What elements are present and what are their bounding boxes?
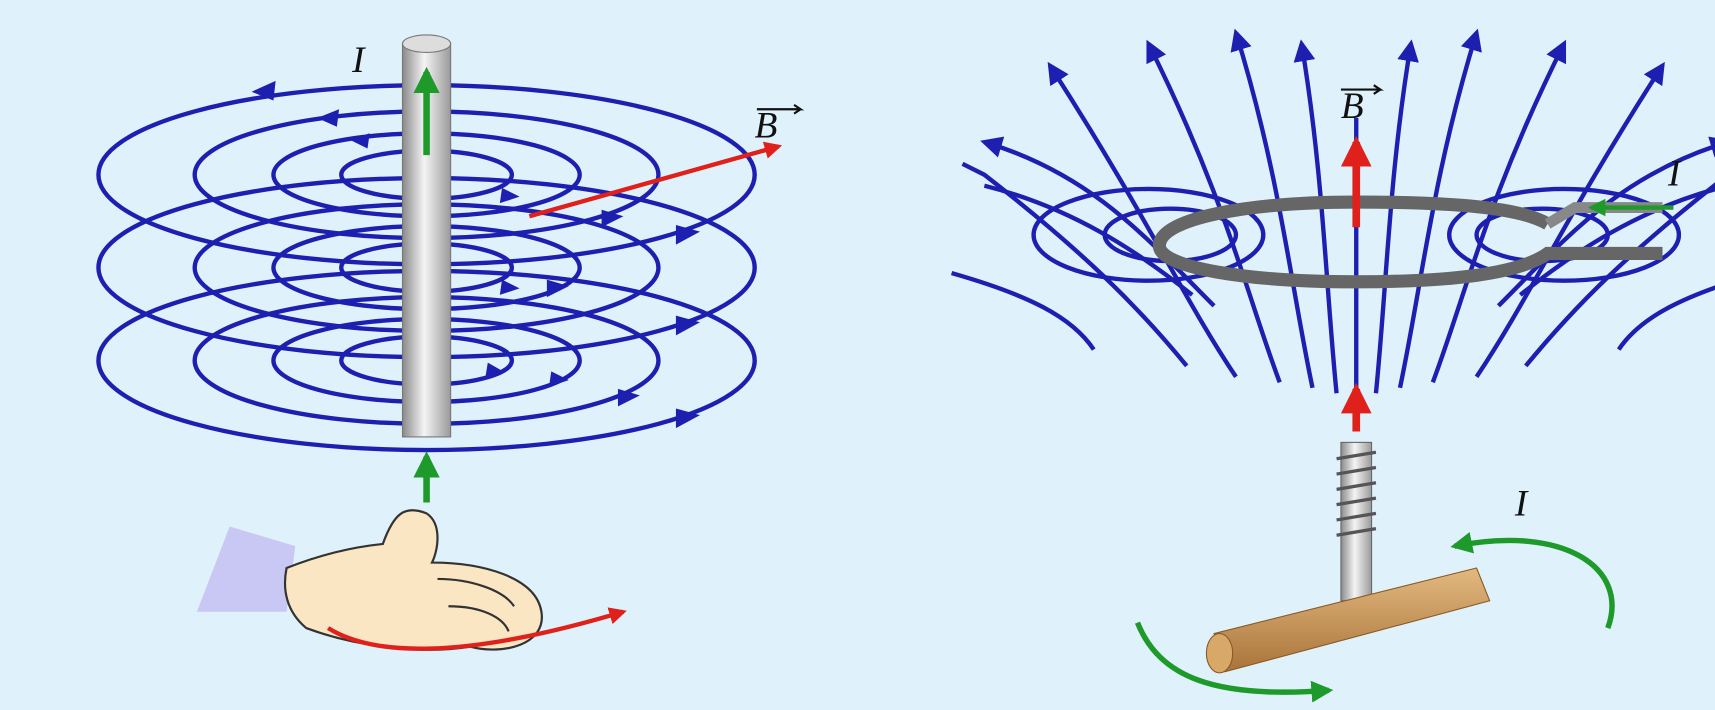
shape-path (499, 279, 520, 295)
wire-top (401, 34, 452, 53)
current-label: I (351, 40, 366, 81)
shape-path (617, 388, 640, 407)
rotation-label: I (1514, 484, 1529, 525)
shape-ellipse (1031, 186, 1266, 283)
shape-path (196, 526, 296, 612)
shape-path (1293, 39, 1339, 394)
shape-path (1336, 450, 1377, 537)
shape-path (601, 209, 624, 228)
shape-path (980, 136, 1216, 308)
right-panel: B I I (950, 28, 1715, 703)
field-vector (528, 141, 783, 219)
left-panel: I B (96, 34, 805, 651)
current-label: I (1667, 154, 1682, 195)
shape-path (283, 509, 543, 651)
rotation-arrow (1450, 532, 1615, 630)
shape-path (437, 577, 515, 632)
shape-path (1146, 39, 1282, 384)
field-label: B (755, 106, 778, 147)
shape-path (1230, 28, 1315, 389)
shape-path (549, 371, 569, 387)
shape-path (317, 109, 340, 127)
curl-arrow (326, 607, 627, 651)
shape-path (485, 362, 504, 376)
shape-path (350, 133, 370, 149)
vector-arrow (756, 103, 805, 115)
shape-path (546, 279, 569, 298)
current-loop (1152, 195, 1663, 289)
screw (1336, 441, 1377, 602)
rotation-arrow (1134, 621, 1334, 703)
shape-path (251, 80, 276, 101)
handle (1205, 567, 1491, 674)
field-label: B (1341, 86, 1364, 127)
shape-rect (1340, 441, 1373, 602)
shape-path (675, 225, 700, 245)
shape-path (499, 187, 520, 204)
shape-path (675, 408, 700, 429)
shape-ellipse (1205, 632, 1234, 674)
shape-path (950, 270, 1096, 351)
hand (196, 509, 543, 651)
vector-arrow (1340, 84, 1384, 95)
